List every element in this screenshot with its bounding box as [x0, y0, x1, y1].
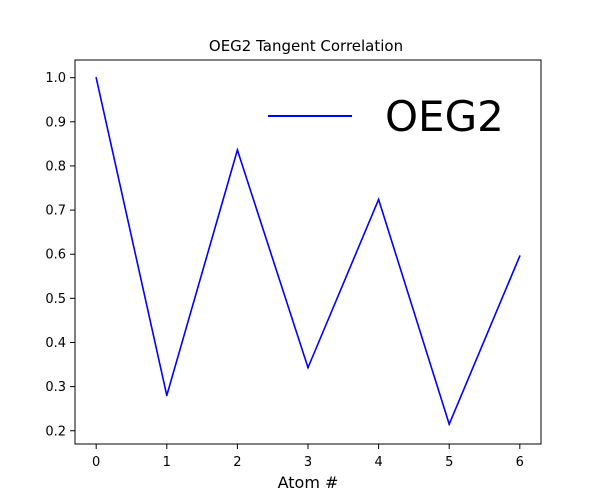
data-point: [236, 149, 239, 151]
y-tick-label: 0.6: [45, 248, 66, 263]
x-axis-ticks: 0 1 2 3 4 5 6: [92, 444, 524, 470]
x-tick-label: 5: [445, 455, 453, 470]
x-tick-label: 3: [304, 455, 312, 470]
y-axis-ticks: 0.2 0.3 0.4 0.5 0.6 0.7 0.8 0.9 1.0: [45, 71, 75, 439]
x-axis-label: Atom #: [278, 473, 339, 492]
data-point: [95, 76, 97, 79]
x-tick-label: 6: [516, 455, 524, 470]
data-point: [307, 366, 309, 369]
y-tick-label: 0.5: [45, 292, 66, 307]
y-tick-label: 0.9: [45, 115, 66, 130]
y-tick-label: 0.8: [45, 159, 66, 174]
x-tick-label: 1: [163, 455, 171, 470]
legend-label-oeg2: OEG2: [385, 92, 504, 141]
x-tick-label: 4: [374, 455, 382, 470]
chart-title: OEG2 Tangent Correlation: [209, 37, 403, 55]
data-point: [377, 198, 380, 201]
x-tick-label: 2: [233, 455, 241, 470]
y-tick-label: 0.2: [45, 424, 66, 439]
plot-area: 0 1 2 3 4 5 6 0.2 0.3 0.4 0.5 0.6 0.7 0.8 0.9 1.0: [45, 59, 542, 470]
data-point: [519, 255, 521, 257]
y-tick-label: 0.3: [45, 380, 66, 395]
data-point: [165, 394, 168, 397]
y-tick-label: 1.0: [45, 71, 66, 86]
y-tick-label: 0.7: [45, 204, 66, 219]
data-point: [448, 423, 451, 425]
series-layer: [95, 76, 521, 427]
y-tick-label: 0.4: [45, 336, 66, 351]
x-tick-label: 0: [92, 455, 100, 470]
chart-legend: OEG2: [268, 92, 504, 141]
